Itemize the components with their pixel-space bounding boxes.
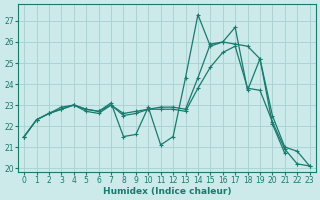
X-axis label: Humidex (Indice chaleur): Humidex (Indice chaleur) bbox=[103, 187, 231, 196]
